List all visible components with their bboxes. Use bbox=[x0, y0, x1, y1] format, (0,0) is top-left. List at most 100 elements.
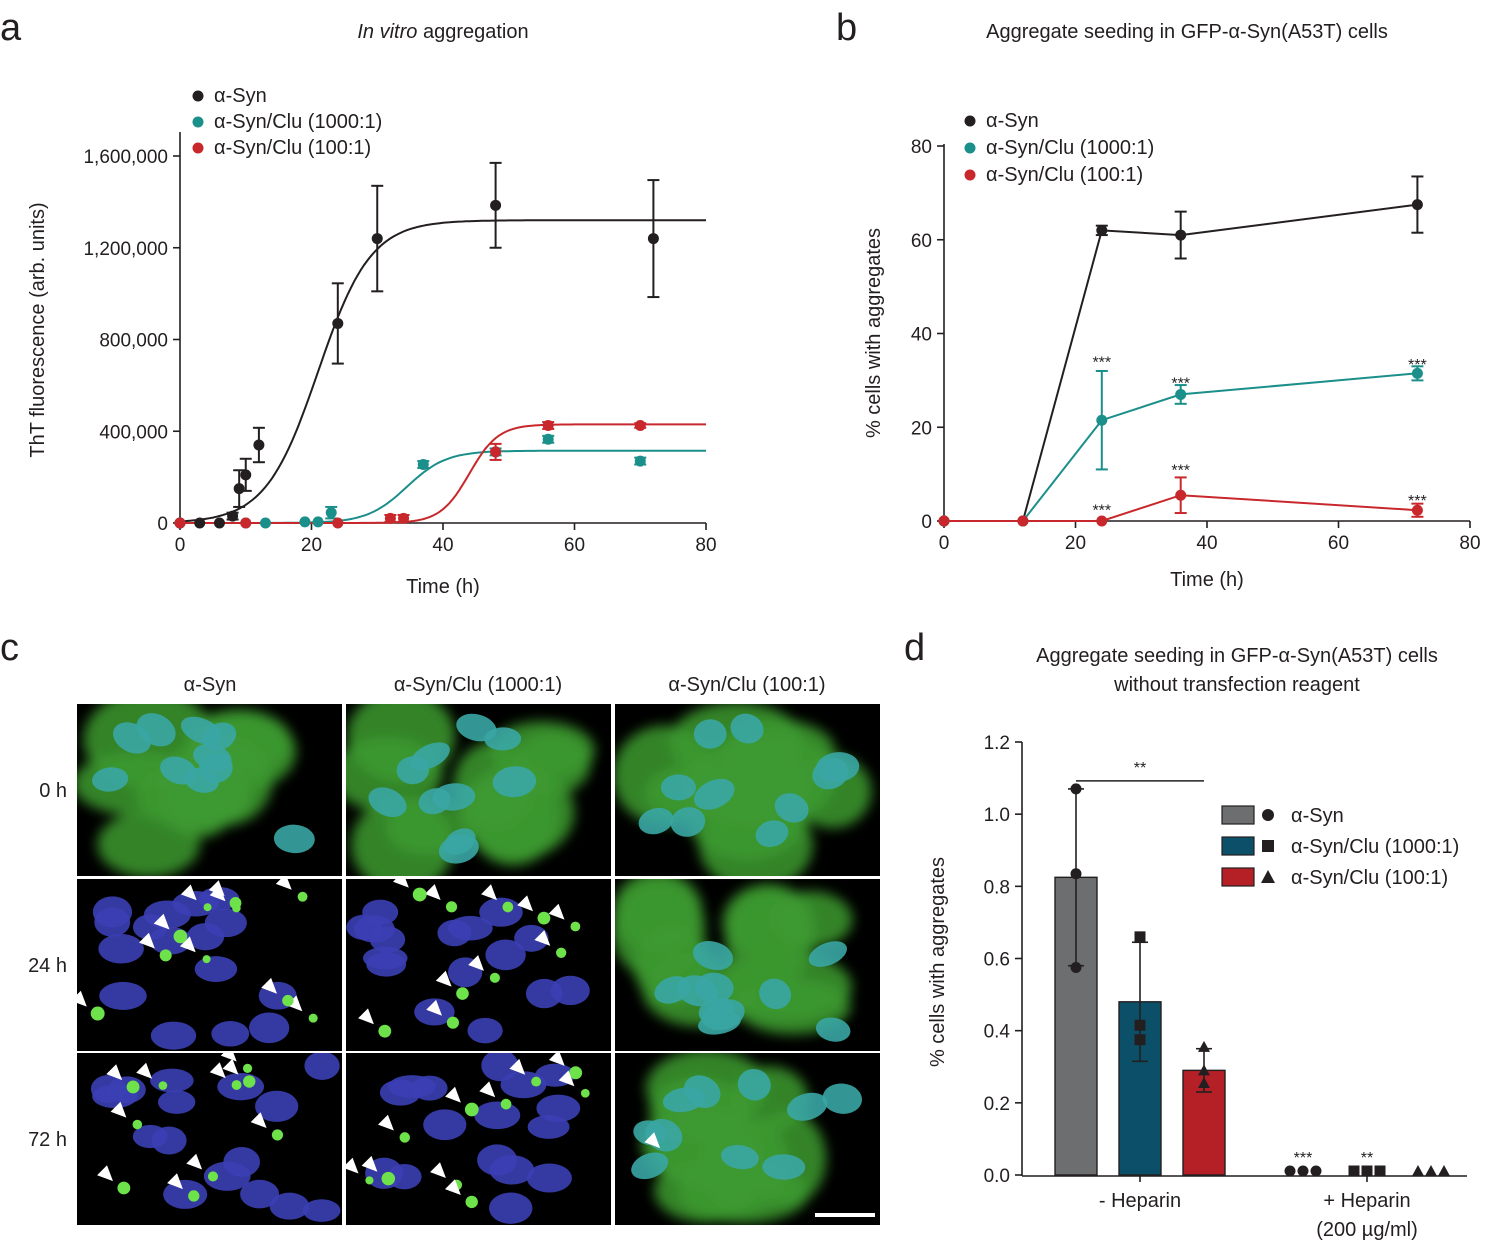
nucleus bbox=[304, 1053, 340, 1080]
nucleus bbox=[492, 766, 537, 798]
data-point-syn bbox=[490, 199, 502, 211]
nucleus bbox=[194, 956, 238, 982]
data-point-syn bbox=[332, 317, 344, 329]
replicate-point bbox=[1134, 1034, 1146, 1046]
micrograph-content bbox=[615, 879, 853, 1042]
x-tick-label: 80 bbox=[1459, 533, 1480, 554]
micrograph-content bbox=[615, 704, 872, 876]
nucleus bbox=[654, 976, 691, 1004]
legend-swatch bbox=[1221, 805, 1255, 825]
nucleus bbox=[730, 713, 764, 744]
replicate-point bbox=[1361, 1165, 1373, 1177]
arrowhead-marker bbox=[346, 1157, 359, 1174]
data-point-syn-clu-100-1 bbox=[490, 446, 502, 458]
aggregate-spot bbox=[537, 911, 551, 925]
panel-d-title-line1: Aggregate seeding in GFP-α-Syn(A53T) cel… bbox=[1036, 645, 1438, 667]
replicate-point bbox=[1412, 1165, 1424, 1176]
nucleus bbox=[92, 767, 129, 792]
arrowhead-marker bbox=[136, 1062, 152, 1079]
aggregate-spot bbox=[445, 901, 458, 913]
nucleus bbox=[638, 807, 674, 835]
data-point-syn bbox=[1411, 199, 1423, 211]
arrowhead-marker bbox=[534, 930, 551, 946]
data-point-syn-clu-1000-1 bbox=[1411, 367, 1423, 379]
nucleus bbox=[184, 767, 219, 793]
significance-marker: ** bbox=[1134, 760, 1146, 777]
arrowhead-marker bbox=[361, 1155, 378, 1172]
micrograph-tile bbox=[615, 704, 880, 876]
data-point-syn bbox=[240, 469, 252, 481]
panel-d-group-label-minus-heparin: - Heparin bbox=[1099, 1190, 1181, 1212]
nucleus bbox=[438, 834, 479, 864]
aggregate-spot bbox=[297, 891, 308, 902]
aggregate-spot bbox=[569, 1066, 583, 1080]
data-point-syn bbox=[1175, 229, 1187, 241]
replicate-point bbox=[1198, 1064, 1210, 1076]
x-tick-label: 60 bbox=[1328, 533, 1349, 554]
replicate-point bbox=[1310, 1165, 1322, 1177]
nucleus bbox=[481, 1053, 519, 1082]
nucleus bbox=[423, 1109, 467, 1141]
micrograph-content bbox=[346, 1053, 590, 1224]
replicate-point bbox=[1284, 1165, 1296, 1177]
legend-marker bbox=[192, 142, 204, 154]
nucleus bbox=[369, 926, 406, 953]
nucleus bbox=[694, 778, 735, 810]
data-point-syn-clu-100-1 bbox=[332, 517, 344, 529]
micrograph-content bbox=[346, 704, 595, 876]
significance-marker: *** bbox=[1171, 376, 1190, 393]
legend-label: α-Syn/Clu (100:1) bbox=[214, 137, 371, 159]
panel-a-chart: In vitro aggregation 0 20 40 60 80 0 400,000 80… bbox=[27, 21, 717, 598]
data-point-syn-clu-100-1 bbox=[1411, 504, 1423, 516]
data-point-syn-clu-100-1 bbox=[1175, 489, 1187, 501]
legend-label: α-Syn/Clu (100:1) bbox=[1291, 867, 1448, 889]
y-tick-label: 400,000 bbox=[99, 422, 168, 443]
nucleus bbox=[240, 1179, 280, 1209]
significance-marker: *** bbox=[1408, 357, 1427, 374]
nucleus bbox=[514, 924, 549, 952]
arrowhead-marker bbox=[548, 1053, 565, 1066]
nucleus bbox=[437, 919, 472, 947]
nucleus bbox=[701, 999, 745, 1031]
legend-label: α-Syn/Clu (1000:1) bbox=[1291, 836, 1459, 858]
panel-b-chart: Aggregate seeding in GFP-α-Syn(A53T) cel… bbox=[863, 21, 1481, 591]
x-tick-label: 40 bbox=[432, 535, 453, 556]
panel-d-group-label-heparin-conc: (200 µg/ml) bbox=[1316, 1219, 1418, 1241]
aggregate-spot bbox=[378, 1024, 392, 1038]
nucleus bbox=[211, 1021, 250, 1047]
significance-marker: *** bbox=[1408, 493, 1427, 510]
aggregate-spot bbox=[502, 901, 514, 913]
nucleus bbox=[255, 1090, 299, 1122]
y-tick-label: 0.8 bbox=[984, 877, 1010, 898]
nucleus bbox=[693, 719, 727, 749]
arrowhead-marker bbox=[250, 1112, 267, 1128]
nucleus bbox=[202, 722, 237, 751]
arrowhead-marker bbox=[209, 1062, 226, 1079]
data-point-syn-clu-100-1 bbox=[398, 512, 410, 524]
aggregate-spot bbox=[282, 994, 294, 1007]
nucleus bbox=[163, 1179, 208, 1209]
nucleus bbox=[99, 981, 147, 1010]
nucleus bbox=[150, 1021, 197, 1050]
data-point-syn-clu-1000-1 bbox=[325, 507, 337, 519]
aggregate-spot bbox=[399, 1132, 410, 1143]
nucleus bbox=[387, 1163, 422, 1190]
micrograph-tile bbox=[77, 879, 342, 1051]
legend-label: α-Syn bbox=[986, 110, 1039, 132]
micrograph-content bbox=[77, 704, 315, 876]
arrowhead-marker bbox=[106, 1064, 123, 1081]
legend-swatch bbox=[1221, 836, 1255, 856]
nucleus bbox=[474, 1101, 521, 1130]
nucleus bbox=[98, 934, 144, 964]
aggregate-spot bbox=[173, 929, 188, 944]
aggregate-spot bbox=[489, 972, 500, 983]
replicate-point bbox=[1134, 1019, 1146, 1031]
panel-a-y-label: ThT fluorescence (arb. units) bbox=[27, 202, 49, 457]
panel-d-title-line2: without transfection reagent bbox=[1113, 674, 1360, 696]
data-point-syn-clu-1000-1 bbox=[259, 517, 271, 529]
aggregate-spot bbox=[231, 1080, 242, 1090]
aggregate-spot bbox=[446, 1016, 459, 1029]
arrowhead-marker bbox=[167, 1173, 183, 1190]
scale-bar bbox=[815, 1213, 875, 1217]
